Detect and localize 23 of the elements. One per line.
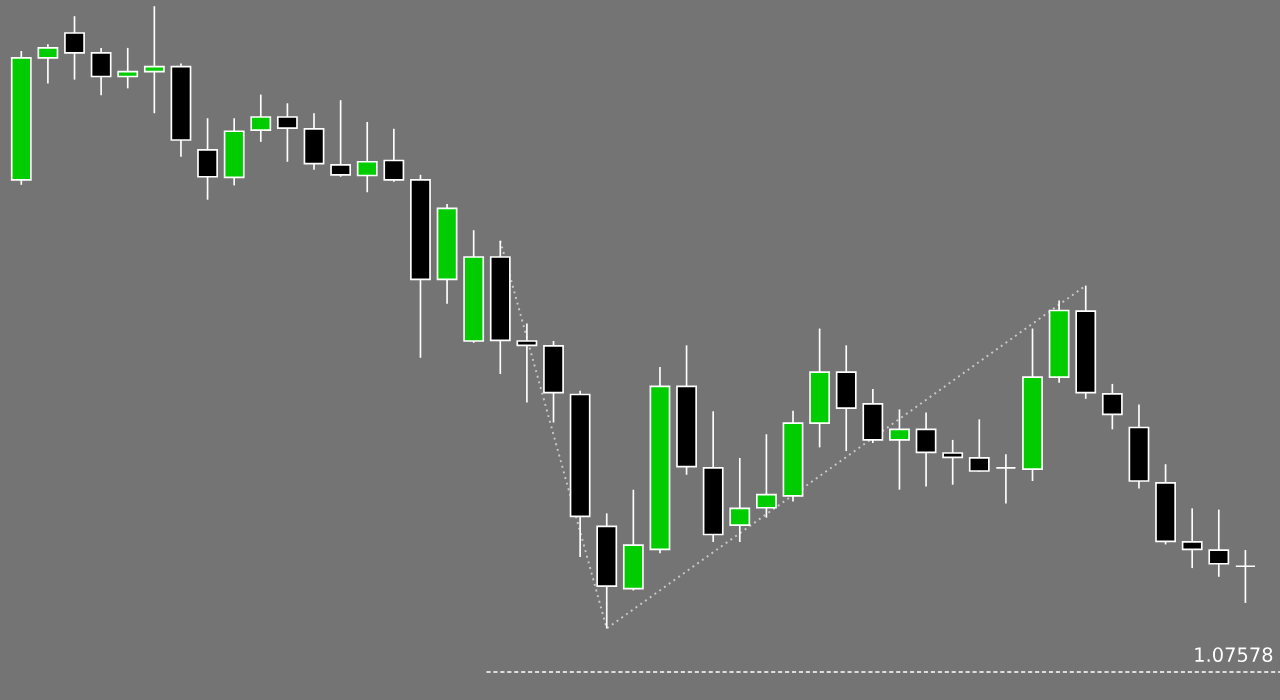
candlestick [729,457,751,543]
candlestick [1208,508,1230,578]
candlestick [64,15,85,81]
candlestick [755,433,777,519]
candlestick [942,439,964,486]
candlestick [117,47,139,90]
candlestick [889,408,910,491]
candlestick [37,43,59,85]
candlestick [1181,507,1203,569]
candlestick [250,93,272,143]
candlestick [995,453,1017,505]
candlestick [968,418,990,473]
candlestick [90,47,112,97]
candlestick [383,127,405,183]
candlestick [356,121,378,194]
candlestick [143,5,165,115]
candlestick [516,322,538,404]
candlestick [1101,383,1123,431]
candlestick [915,411,937,488]
text: 1.07578 [1195,647,1273,663]
candlestick [276,102,298,163]
candlestick [1234,549,1256,604]
candlestick [330,99,352,178]
